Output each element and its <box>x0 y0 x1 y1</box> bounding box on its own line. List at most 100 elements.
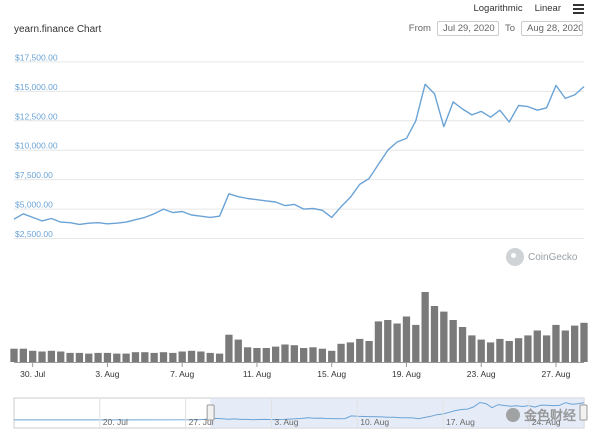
volume-bar <box>10 348 18 362</box>
watermark: 金色财经 <box>506 405 576 424</box>
volume-bar <box>131 352 140 362</box>
volume-bar <box>57 351 65 362</box>
volume-bar <box>561 330 569 362</box>
volume-bar <box>505 341 513 362</box>
volume-bar <box>19 348 27 362</box>
volume-bar <box>309 347 317 362</box>
navigator-tick-label: 24. Aug <box>532 417 561 427</box>
volume-bar <box>356 338 364 362</box>
price-line <box>13 83 585 226</box>
watermark-logo-icon <box>506 407 520 422</box>
y-tick-label: $17,500.00 <box>15 52 58 62</box>
volume-bar <box>66 352 74 362</box>
volume-bar <box>477 339 485 362</box>
volume-bar <box>197 351 205 362</box>
volume-bar <box>85 353 93 362</box>
navigator-left-handle[interactable] <box>206 404 215 421</box>
chart-title: yearn.finance Chart <box>14 24 102 35</box>
y-tick-label: $15,000.00 <box>15 82 58 92</box>
y-tick-label: $7,500.00 <box>15 170 53 180</box>
to-label: To <box>504 23 515 34</box>
volume-bar <box>496 338 504 362</box>
x-tick-label: 3. Aug <box>95 369 119 379</box>
y-tick-label: $2,500.00 <box>15 229 53 239</box>
volume-bar <box>421 292 429 362</box>
from-date-input[interactable] <box>436 21 499 36</box>
volume-bar <box>337 343 345 362</box>
volume-bar <box>262 348 270 362</box>
y-tick-label: $12,500.00 <box>15 111 58 121</box>
volume-bar <box>234 339 242 362</box>
volume-bar <box>178 351 186 362</box>
volume-bar <box>187 350 196 362</box>
coingecko-logo-icon <box>506 248 524 266</box>
volume-bar <box>552 324 560 362</box>
volume-bar <box>458 327 467 362</box>
y-tick-label: $5,000.00 <box>15 200 53 210</box>
volume-bar <box>580 322 588 362</box>
x-tick-label: 23. Aug <box>467 369 496 379</box>
x-tick-label: 27. Aug <box>542 369 571 379</box>
navigator-right-handle[interactable] <box>579 404 588 421</box>
menu-icon[interactable] <box>573 3 584 14</box>
volume-bar <box>122 353 130 362</box>
volume-bar <box>524 335 532 362</box>
x-tick-label: 30. Jul <box>20 369 45 379</box>
from-label: From <box>408 23 431 34</box>
volume-bar <box>402 316 411 362</box>
coingecko-brand: CoinGecko <box>506 248 577 266</box>
volume-bar <box>384 320 392 362</box>
y-tick-label: $10,000.00 <box>15 141 58 151</box>
logarithmic-scale-option[interactable]: Logarithmic <box>473 3 523 14</box>
volume-bar <box>253 348 261 362</box>
volume-bar <box>318 348 327 362</box>
volume-bar <box>449 320 457 362</box>
linear-scale-option[interactable]: Linear <box>534 3 561 14</box>
volume-bar <box>29 350 37 362</box>
navigator-line <box>13 401 585 421</box>
volume-bar <box>243 347 252 362</box>
to-date-input[interactable] <box>521 21 583 36</box>
volume-bar <box>141 352 149 362</box>
volume-bar <box>365 341 373 362</box>
volume-bar <box>346 342 355 362</box>
volume-bar <box>113 353 121 362</box>
volume-bar <box>571 325 579 362</box>
volume-bar <box>38 351 46 362</box>
volume-bar <box>159 352 168 362</box>
volume-bar <box>440 311 448 362</box>
volume-bar <box>206 352 214 362</box>
volume-bar <box>328 350 336 362</box>
x-tick-label: 7. Aug <box>170 369 194 379</box>
volume-bar <box>412 324 420 362</box>
volume-bar <box>47 350 56 362</box>
scale-toggle-bar: Logarithmic Linear <box>473 3 584 14</box>
volume-bar <box>533 330 541 362</box>
volume-bar <box>271 346 280 362</box>
volume-bar <box>150 352 158 362</box>
volume-bar <box>103 352 112 362</box>
volume-bar <box>486 342 495 362</box>
volume-bar <box>300 348 308 362</box>
volume-bar <box>225 334 233 362</box>
x-tick-label: 19. Aug <box>392 369 421 379</box>
volume-bar <box>75 352 84 362</box>
navigator-tick-label: 27. Jul <box>189 417 214 427</box>
date-range-selector: From To <box>409 21 583 36</box>
navigator-tick-label: 3. Aug <box>274 417 298 427</box>
volume-bar <box>94 352 102 362</box>
navigator-selection <box>210 398 584 428</box>
volume-bar <box>169 352 177 362</box>
x-tick-label: 15. Aug <box>317 369 346 379</box>
volume-bar <box>468 335 476 362</box>
volume-bar <box>514 338 523 362</box>
volume-bar <box>393 323 401 362</box>
volume-bar <box>430 306 439 362</box>
x-tick-label: 11. Aug <box>243 369 271 379</box>
navigator-tick-label: 10. Aug <box>360 417 389 427</box>
volume-bar <box>542 335 551 362</box>
volume-bar <box>290 345 298 362</box>
navigator-tick-label: 17. Aug <box>446 417 475 427</box>
volume-bar <box>374 321 383 362</box>
